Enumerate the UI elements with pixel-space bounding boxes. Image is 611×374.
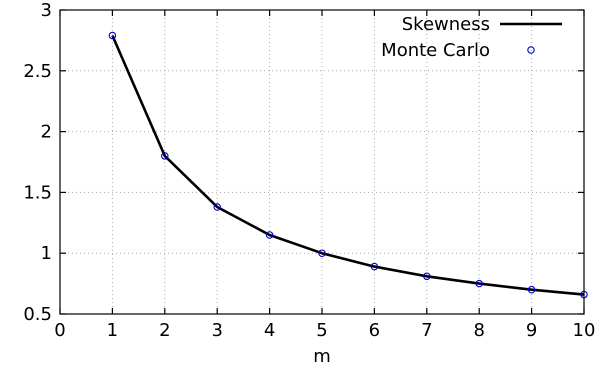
monte-carlo-point (108, 31, 117, 40)
x-tick-label: 5 (316, 320, 327, 341)
grid (60, 10, 584, 314)
legend-label-skewness: Skewness (402, 14, 490, 35)
series (108, 31, 588, 299)
x-tick-label: 10 (573, 320, 596, 341)
x-tick-label: 0 (54, 320, 65, 341)
legend: Skewness Monte Carlo (381, 14, 562, 61)
monte-carlo-point (475, 279, 483, 288)
y-tick-label: 2.5 (23, 61, 52, 82)
skewness-line (111, 35, 585, 296)
x-tick-label: 4 (264, 320, 275, 341)
legend-label-monte-carlo: Monte Carlo (381, 40, 490, 61)
monte-carlo-point (318, 249, 326, 257)
legend-swatch-monte-carlo (527, 46, 535, 54)
x-tick-label: 3 (211, 320, 222, 341)
y-tick-label: 1.5 (23, 182, 52, 203)
axis-ticks (59, 9, 585, 315)
monte-carlo-point (161, 152, 169, 160)
x-tick-label: 8 (473, 320, 484, 341)
monte-carlo-point (370, 262, 379, 271)
monte-carlo-point (580, 290, 588, 299)
x-tick-label: 2 (159, 320, 170, 341)
x-tick-labels: 0 1 2 3 4 5 6 7 8 9 10 (54, 320, 595, 341)
x-tick-label: 9 (526, 320, 537, 341)
monte-carlo-point (423, 272, 431, 281)
monte-carlo-point (265, 231, 274, 239)
y-tick-label: 3 (41, 0, 52, 21)
x-tick-label: 6 (369, 320, 380, 341)
y-tick-label: 2 (41, 122, 52, 143)
x-tick-label: 1 (107, 320, 118, 341)
x-axis-label: m (313, 346, 331, 367)
x-tick-label: 7 (421, 320, 432, 341)
y-tick-labels: 0.5 1 1.5 2 2.5 3 (23, 0, 52, 325)
y-tick-label: 1 (41, 243, 52, 264)
monte-carlo-point (527, 285, 536, 294)
y-tick-label: 0.5 (23, 304, 52, 325)
monte-carlo-point (213, 203, 221, 211)
